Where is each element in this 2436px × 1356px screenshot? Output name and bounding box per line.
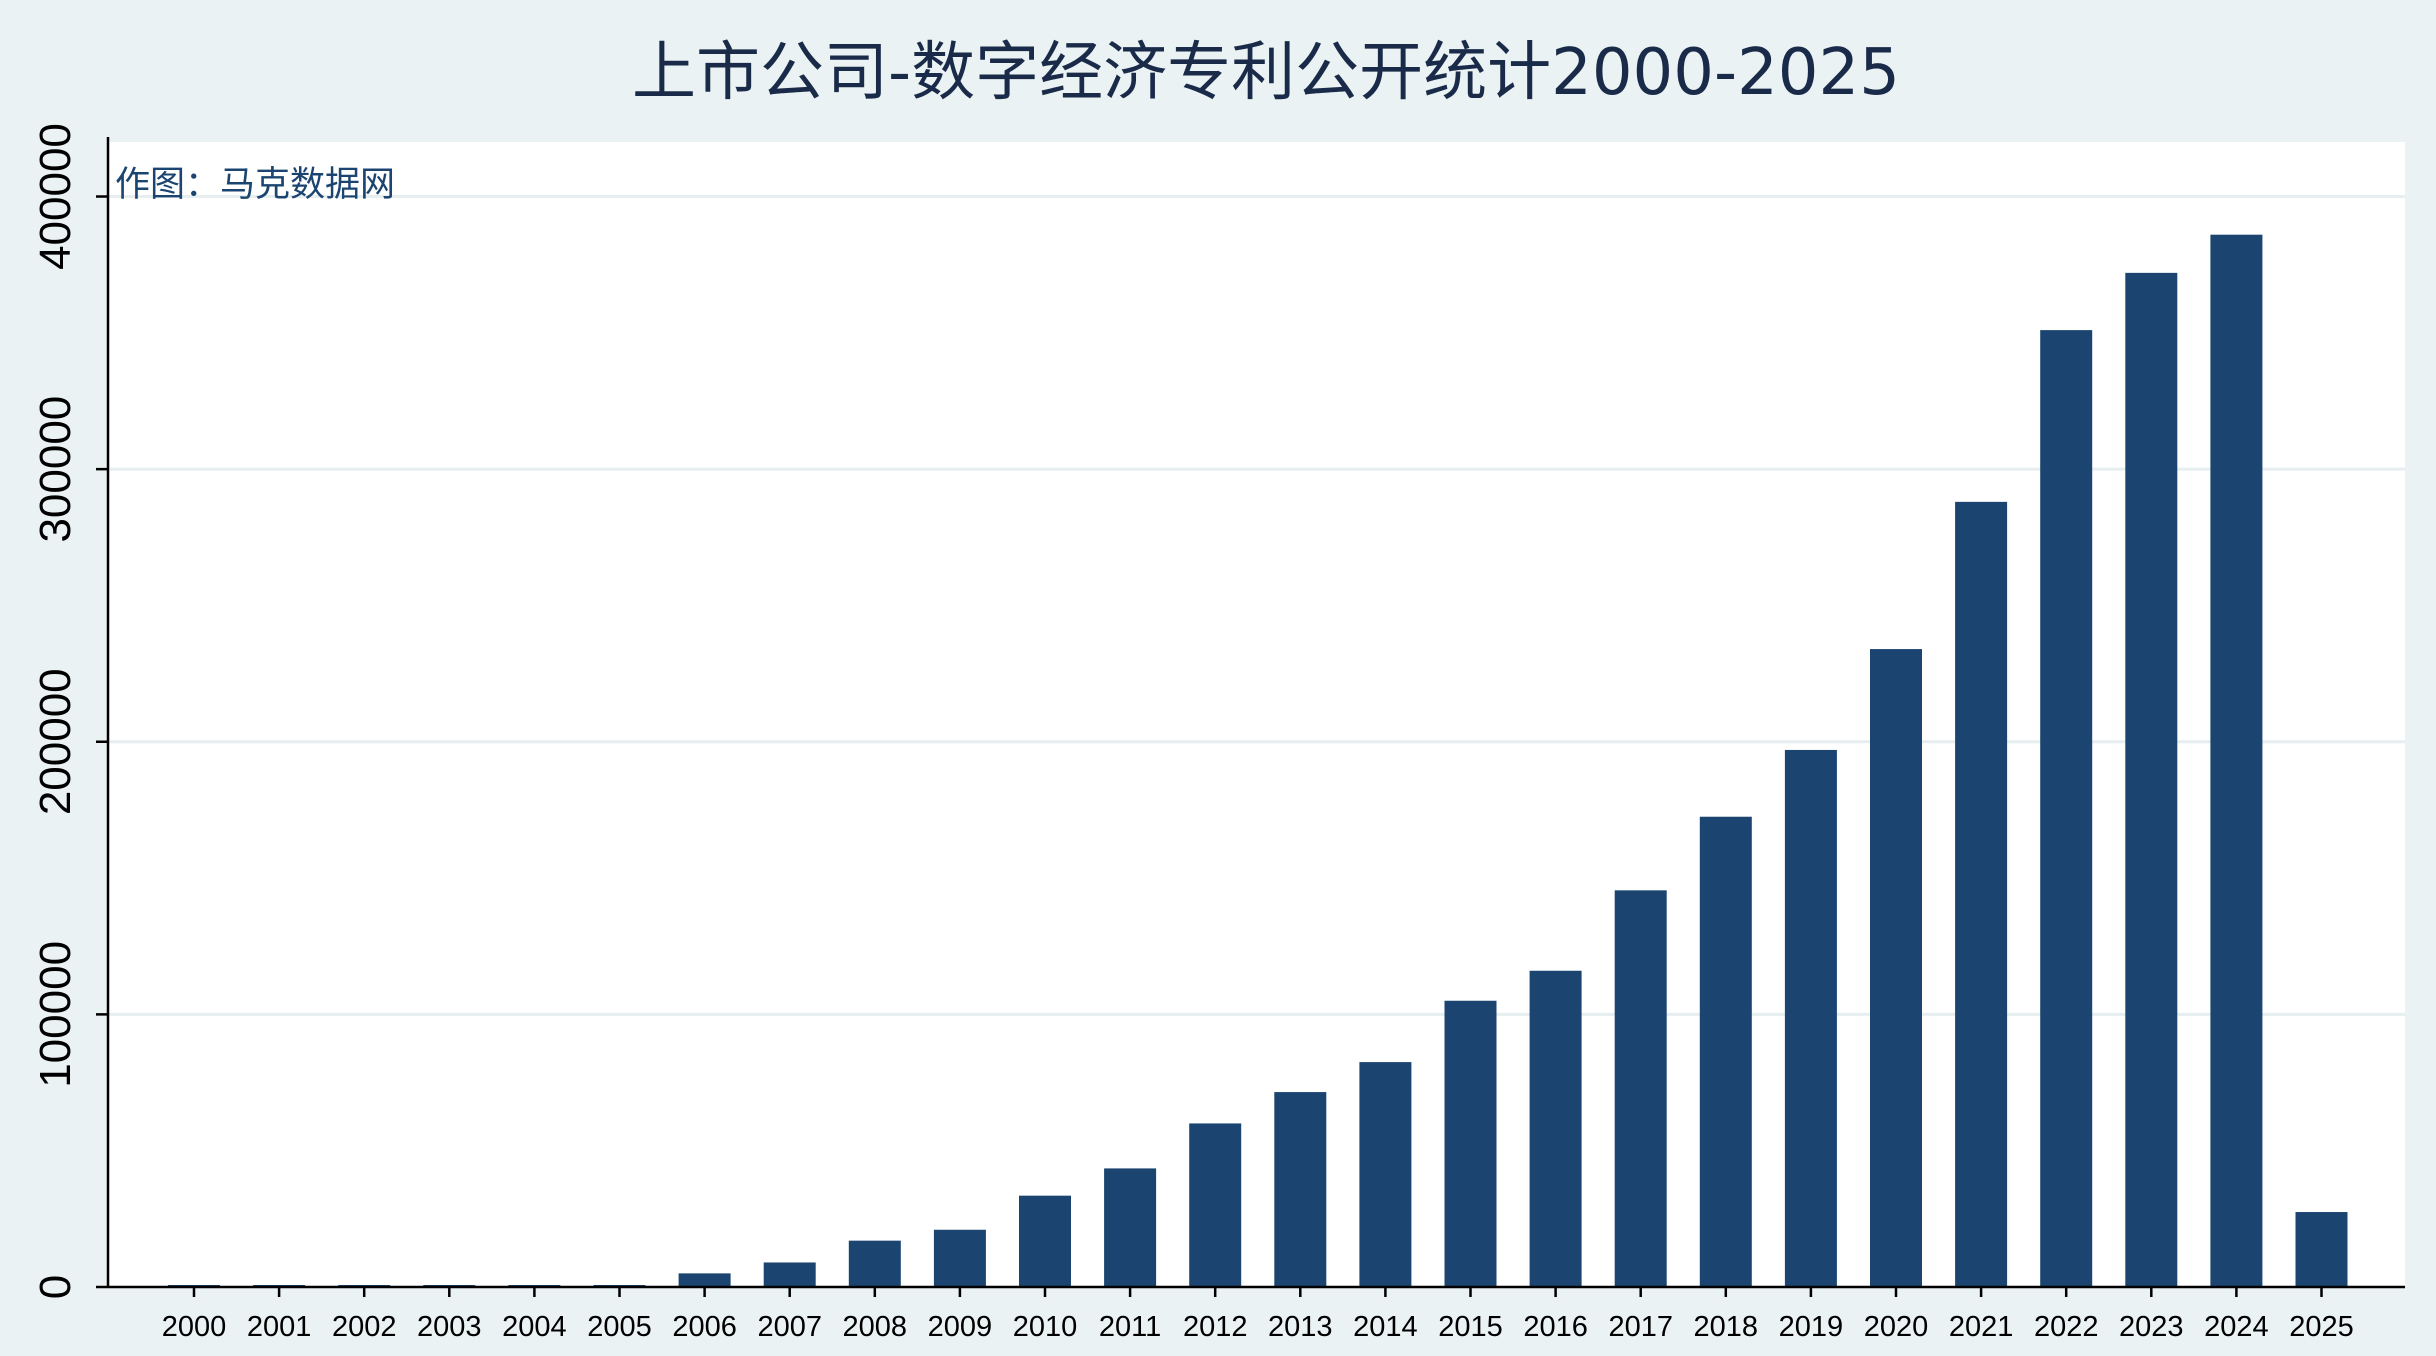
bar-2022 (2040, 330, 2093, 1287)
bar-2019 (1784, 749, 1837, 1287)
x-tick-label: 2007 (757, 1311, 822, 1343)
x-tick-label: 2017 (1608, 1311, 1673, 1343)
axes: 0 100000 200000 300000 400000 2000 2001 2002 200… (31, 123, 2405, 1343)
bar-2016 (1529, 970, 1582, 1287)
bar-2010 (1019, 1195, 1071, 1287)
x-tick-label: 2006 (672, 1311, 737, 1343)
x-tick-label: 2023 (2119, 1311, 2184, 1343)
x-tick-label: 2003 (417, 1311, 482, 1343)
chart-title: 上市公司-数字经济专利公开统计2000-2025 (632, 36, 1900, 110)
y-tick-label: 400000 (31, 123, 80, 270)
x-tick-label: 2013 (1268, 1311, 1333, 1343)
x-tick-label: 2004 (502, 1311, 567, 1343)
y-tick-label: 300000 (31, 396, 80, 543)
x-tick-label: 2008 (843, 1311, 908, 1343)
bar-2015 (1444, 1000, 1497, 1287)
gridlines (108, 195, 2405, 1016)
x-tick-label: 2019 (1779, 1311, 1844, 1343)
y-tick-label: 0 (31, 1275, 80, 1299)
bar-2023 (2125, 272, 2178, 1287)
bar-2006 (678, 1273, 731, 1287)
x-tick-label: 2005 (587, 1311, 652, 1343)
x-tick-label: 2021 (1949, 1311, 2014, 1343)
bar-2020 (1870, 649, 1922, 1287)
bars (168, 234, 2348, 1288)
x-tick-label: 2015 (1438, 1311, 1503, 1343)
x-tick-label: 2016 (1523, 1311, 1588, 1343)
x-tick-label: 2000 (162, 1311, 227, 1343)
x-tick-label: 2010 (1013, 1311, 1078, 1343)
bar-2017 (1614, 890, 1667, 1287)
x-tick-label: 2025 (2289, 1311, 2354, 1343)
x-tick-label: 2002 (332, 1311, 397, 1343)
bar-2009 (933, 1229, 986, 1287)
x-tick-label: 2011 (1099, 1311, 1161, 1343)
x-tick-label: 2018 (1694, 1311, 1759, 1343)
x-tick-label: 2012 (1183, 1311, 1248, 1343)
plot-area (108, 142, 2405, 1287)
bar-2018 (1699, 816, 1752, 1287)
x-tick-label: 2020 (1864, 1311, 1929, 1343)
bar-2021 (1955, 501, 2008, 1287)
y-tick-label: 200000 (31, 668, 80, 815)
bar-2024 (2210, 234, 2263, 1288)
y-tick-label: 100000 (31, 941, 80, 1088)
x-tick-label: 2014 (1353, 1311, 1418, 1343)
bar-2014 (1359, 1062, 1412, 1287)
bar-2007 (763, 1262, 816, 1287)
bar-2008 (848, 1240, 901, 1287)
x-tick-label: 2001 (247, 1311, 312, 1343)
bar-2013 (1274, 1092, 1327, 1287)
bar-2011 (1104, 1168, 1157, 1287)
bar-2012 (1189, 1123, 1242, 1287)
bar-2025 (2295, 1212, 2348, 1287)
chart-annotation: 作图：马克数据网 (115, 165, 395, 205)
x-tick-label: 2024 (2204, 1311, 2269, 1343)
x-tick-label: 2022 (2034, 1311, 2099, 1343)
x-tick-label: 2009 (928, 1311, 993, 1343)
